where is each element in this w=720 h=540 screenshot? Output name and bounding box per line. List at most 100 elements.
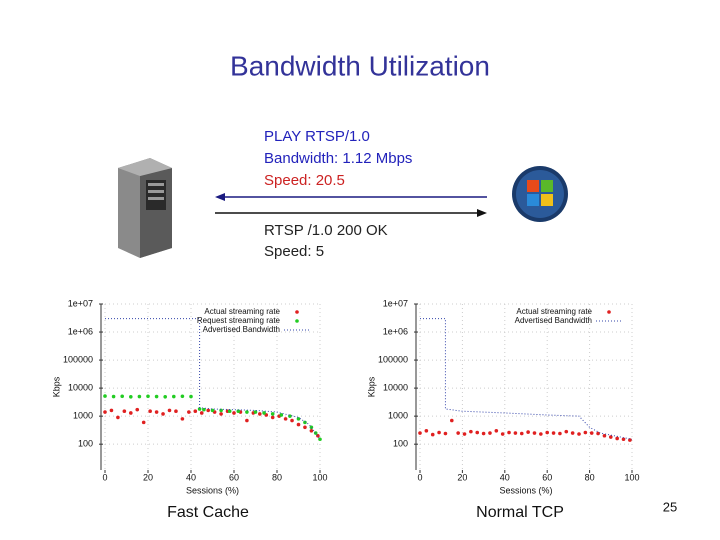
data-point xyxy=(270,415,275,420)
data-point xyxy=(137,394,142,399)
data-point xyxy=(245,418,249,423)
data-point xyxy=(154,410,159,414)
data-point xyxy=(174,409,178,414)
data-point xyxy=(615,436,619,441)
data-point xyxy=(500,432,505,436)
legend-label: Actual streaming rate xyxy=(204,307,280,316)
x-axis-label: Sessions (%) xyxy=(499,485,552,495)
data-point xyxy=(172,394,176,399)
data-point xyxy=(430,432,435,437)
legend-label: Actual streaming rate xyxy=(516,307,592,316)
data-point xyxy=(558,431,562,436)
data-point xyxy=(197,407,202,411)
y-axis-label: Kbps xyxy=(366,376,376,397)
data-point xyxy=(202,407,206,412)
data-point xyxy=(103,394,107,398)
data-point xyxy=(602,433,607,438)
data-point xyxy=(424,429,429,433)
x-tick-label: 60 xyxy=(542,472,552,482)
y-tick-label: 1e+07 xyxy=(68,298,93,308)
data-point xyxy=(577,432,581,436)
data-point xyxy=(609,435,613,439)
data-point xyxy=(116,415,120,420)
y-tick-label: 1e+06 xyxy=(68,326,93,336)
data-point xyxy=(279,413,284,417)
data-point xyxy=(283,417,288,421)
data-point xyxy=(545,430,549,435)
data-point xyxy=(109,408,114,413)
legend-label: Request streaming rate xyxy=(197,316,281,325)
data-point xyxy=(290,418,294,423)
request-line: Bandwidth: 1.12 Mbps xyxy=(264,150,412,167)
data-point xyxy=(180,394,185,399)
data-point xyxy=(245,410,249,414)
y-tick-label: 100000 xyxy=(63,354,93,364)
data-point xyxy=(120,394,124,399)
x-tick-label: 0 xyxy=(102,472,107,482)
page-number: 25 xyxy=(663,499,677,514)
request-line: PLAY RTSP/1.0 xyxy=(264,128,370,145)
data-point xyxy=(303,425,307,430)
arrow-head xyxy=(477,209,487,217)
data-point xyxy=(253,410,258,414)
slide-title: Bandwidth Utilization xyxy=(230,50,490,81)
data-point xyxy=(146,394,150,399)
data-point xyxy=(551,431,556,435)
windows-logo xyxy=(512,166,568,222)
x-tick-label: 20 xyxy=(143,472,153,482)
data-point xyxy=(519,431,524,436)
data-point xyxy=(437,430,441,435)
data-point xyxy=(122,409,127,414)
data-point xyxy=(628,438,632,442)
data-point xyxy=(596,431,600,436)
data-point xyxy=(469,429,473,434)
x-tick-label: 100 xyxy=(312,472,327,482)
caption: Fast Cache xyxy=(167,504,249,521)
server-icon xyxy=(118,158,172,258)
data-point xyxy=(270,412,275,416)
data-point xyxy=(462,432,467,436)
response-line: Speed: 5 xyxy=(264,243,324,260)
x-tick-label: 40 xyxy=(500,472,510,482)
data-point xyxy=(199,411,204,415)
y-tick-label: 10000 xyxy=(383,382,408,392)
x-tick-label: 100 xyxy=(624,472,639,482)
data-point xyxy=(418,431,422,435)
data-point xyxy=(318,437,322,442)
caption: Normal TCP xyxy=(476,504,564,521)
x-tick-label: 80 xyxy=(585,472,595,482)
data-point xyxy=(564,429,569,434)
data-point xyxy=(494,429,499,433)
data-point xyxy=(129,394,133,399)
y-tick-label: 100 xyxy=(78,439,93,449)
data-point xyxy=(236,409,241,414)
data-point xyxy=(154,394,159,399)
data-point xyxy=(193,409,198,414)
data-point xyxy=(148,409,152,414)
data-point xyxy=(621,437,626,442)
x-tick-label: 80 xyxy=(272,472,282,482)
data-point xyxy=(180,417,185,421)
data-point xyxy=(210,408,215,413)
data-point xyxy=(583,430,588,435)
data-point xyxy=(589,431,594,435)
data-point xyxy=(475,430,480,435)
data-point xyxy=(481,431,486,436)
data-point xyxy=(539,432,543,436)
y-tick-label: 100000 xyxy=(378,354,408,364)
data-point xyxy=(219,412,223,416)
series-line xyxy=(105,318,321,440)
data-point xyxy=(135,407,140,412)
data-point xyxy=(450,418,454,423)
y-axis-label: Kbps xyxy=(51,376,61,397)
data-point xyxy=(189,394,193,399)
data-point xyxy=(570,431,575,435)
data-point xyxy=(262,411,266,415)
data-point xyxy=(167,408,172,413)
data-point xyxy=(296,422,301,427)
data-point xyxy=(219,408,223,413)
data-point xyxy=(129,411,133,415)
data-point xyxy=(532,431,537,435)
